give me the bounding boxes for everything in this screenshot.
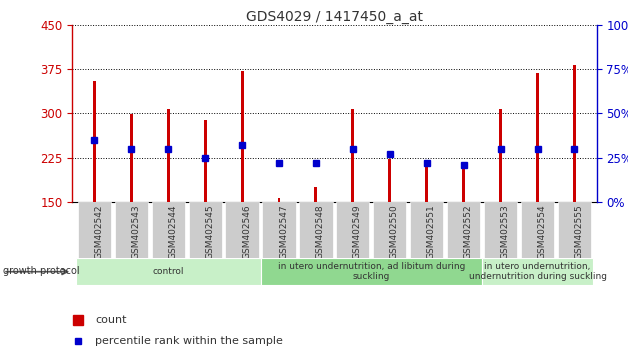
FancyBboxPatch shape (261, 258, 482, 285)
FancyBboxPatch shape (78, 202, 111, 258)
Text: GSM402546: GSM402546 (242, 205, 251, 259)
Text: growth protocol: growth protocol (3, 266, 80, 276)
Title: GDS4029 / 1417450_a_at: GDS4029 / 1417450_a_at (246, 10, 423, 24)
FancyBboxPatch shape (151, 202, 185, 258)
Bar (241, 71, 244, 202)
FancyBboxPatch shape (76, 258, 261, 285)
FancyBboxPatch shape (188, 202, 222, 258)
Text: GSM402543: GSM402543 (131, 205, 140, 259)
Bar (499, 109, 502, 202)
Text: GSM402547: GSM402547 (279, 205, 288, 259)
Text: percentile rank within the sample: percentile rank within the sample (95, 336, 283, 346)
Bar (93, 81, 96, 202)
Bar (278, 198, 281, 202)
FancyBboxPatch shape (558, 202, 591, 258)
FancyBboxPatch shape (373, 202, 406, 258)
Bar (130, 114, 133, 202)
Bar (388, 159, 391, 202)
Text: GSM402553: GSM402553 (501, 205, 509, 259)
Bar (315, 187, 317, 202)
Bar (167, 109, 170, 202)
Text: GSM402555: GSM402555 (575, 205, 583, 259)
FancyBboxPatch shape (482, 258, 593, 285)
Bar (462, 162, 465, 202)
Text: GSM402544: GSM402544 (168, 205, 177, 259)
Text: GSM402550: GSM402550 (390, 205, 399, 259)
Bar (573, 65, 576, 202)
Text: GSM402549: GSM402549 (353, 205, 362, 259)
FancyBboxPatch shape (484, 202, 517, 258)
Bar (425, 165, 428, 202)
Bar (352, 109, 354, 202)
Text: count: count (95, 315, 127, 325)
Text: GSM402542: GSM402542 (94, 205, 104, 259)
Text: control: control (153, 267, 184, 276)
FancyBboxPatch shape (225, 202, 259, 258)
Text: GSM402551: GSM402551 (427, 205, 436, 259)
Bar (203, 120, 207, 202)
FancyBboxPatch shape (336, 202, 369, 258)
Text: GSM402548: GSM402548 (316, 205, 325, 259)
Text: in utero undernutrition,
undernutrition during suckling: in utero undernutrition, undernutrition … (468, 262, 607, 281)
FancyBboxPatch shape (263, 202, 296, 258)
FancyBboxPatch shape (410, 202, 443, 258)
FancyBboxPatch shape (115, 202, 148, 258)
FancyBboxPatch shape (521, 202, 554, 258)
Text: in utero undernutrition, ad libitum during
suckling: in utero undernutrition, ad libitum duri… (278, 262, 465, 281)
FancyBboxPatch shape (447, 202, 480, 258)
Text: GSM402545: GSM402545 (205, 205, 214, 259)
Bar (536, 73, 539, 202)
Text: GSM402554: GSM402554 (538, 205, 546, 259)
Text: GSM402552: GSM402552 (463, 205, 473, 259)
FancyBboxPatch shape (300, 202, 333, 258)
